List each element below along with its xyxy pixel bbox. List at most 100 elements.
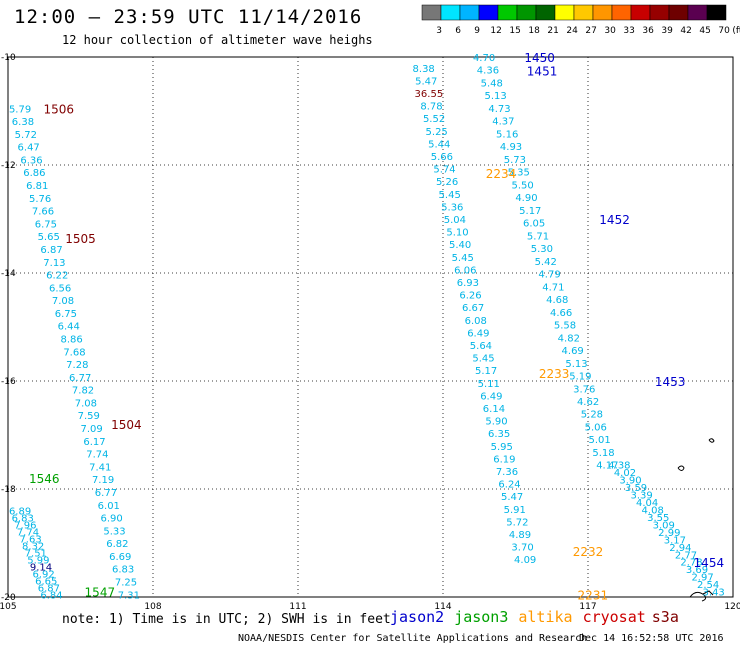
wave-height-value: 5.48 [481, 78, 503, 89]
wave-height-value: 4.37 [492, 117, 514, 128]
color-scale-label: 36 [642, 26, 654, 36]
x-tick-label: 117 [579, 602, 596, 612]
wave-height-value: 2.78 [680, 558, 702, 569]
wave-height-value: 7.96 [14, 521, 36, 532]
wave-height-value: 4.08 [642, 505, 664, 516]
plot-frame [7, 56, 734, 598]
y-tick-label: -10 [1, 53, 16, 63]
wave-height-value: 9.14 [30, 562, 52, 573]
wave-height-value: 5.64 [470, 341, 492, 352]
wave-height-value: 8.78 [420, 102, 442, 113]
wave-height-value: 6.93 [457, 278, 479, 289]
color-scale-label: 6 [455, 26, 461, 36]
satellite-legend-s3a: s3a [651, 608, 679, 626]
wave-height-value: 5.11 [478, 379, 500, 390]
wave-height-value: 5.47 [501, 492, 523, 503]
wave-height-value: 4.79 [538, 270, 560, 281]
pass-number-label: 2231 [578, 588, 609, 602]
wave-height-value: 5.45 [452, 253, 474, 264]
y-tick-label: -16 [1, 377, 16, 387]
pass-number-label: 2232 [573, 545, 604, 559]
wave-height-value: 6.86 [23, 168, 45, 179]
wave-height-value: 5.13 [565, 359, 587, 370]
wave-height-value: 4.17 [596, 461, 618, 472]
wave-height-value: 5.72 [15, 130, 37, 141]
pass-number-label: 1453 [655, 375, 686, 389]
wave-height-value: 3.55 [647, 513, 669, 524]
wave-height-value: 6.49 [480, 391, 502, 402]
satellite-legend-jason3: jason3 [454, 608, 509, 626]
credit-line: NOAA/NESDIS Center for Satellite Applica… [238, 633, 588, 644]
wave-height-value: 6.36 [20, 155, 42, 166]
wave-height-value: 5.10 [446, 228, 468, 239]
wave-height-value: 4.36 [477, 66, 499, 77]
coastline-outline [702, 590, 714, 596]
wave-height-value: 5.17 [519, 206, 541, 217]
wave-height-value: 7.09 [80, 424, 102, 435]
wave-height-value: 6.49 [467, 328, 489, 339]
wave-height-value: 5.71 [527, 231, 549, 242]
wave-height-value: 5.95 [491, 442, 513, 453]
wave-height-value: 5.66 [431, 152, 453, 163]
coastline-outline [708, 438, 715, 443]
pass-number-label: 1547 [85, 586, 116, 600]
wave-height-value: 6.24 [498, 480, 520, 491]
wave-height-value: 7.13 [43, 258, 65, 269]
wave-height-value: 4.71 [542, 282, 564, 293]
color-scale-label: 39 [661, 26, 673, 36]
wave-height-value: 3.70 [511, 543, 533, 554]
wave-height-value: 7.74 [17, 528, 39, 539]
wave-height-value: 3.59 [625, 483, 647, 494]
wave-height-value: 3.39 [630, 491, 652, 502]
wave-height-value: 4.09 [514, 555, 536, 566]
wave-height-value: 4.90 [515, 193, 537, 204]
pass-number-label: 1546 [29, 472, 60, 486]
color-scale-label: 3 [436, 26, 442, 36]
wave-height-value: 5.35 [508, 168, 530, 179]
wave-height-value: 6.01 [98, 501, 120, 512]
wave-height-value: 6.14 [483, 404, 505, 415]
color-scale-label: 30 [604, 26, 616, 36]
wave-height-value: 5.36 [441, 202, 463, 213]
wave-height-value: 5.50 [511, 180, 533, 191]
timestamp: Dec 14 16:52:58 UTC 2016 [579, 633, 724, 644]
wave-height-value: 5.04 [444, 215, 466, 226]
wave-height-value: 3.69 [686, 565, 708, 576]
wave-height-value: 5.25 [426, 127, 448, 138]
wave-height-value: 7.59 [78, 411, 100, 422]
wave-height-value: 5.76 [29, 194, 51, 205]
page-title: 12:00 – 23:59 UTC 11/14/2016 [14, 6, 363, 28]
wave-height-value: 6.69 [109, 552, 131, 563]
wave-height-value: 6.87 [38, 583, 60, 594]
wave-height-value: 6.83 [112, 565, 134, 576]
wave-height-value: 5.47 [415, 76, 437, 87]
wave-height-value: 5.91 [504, 505, 526, 516]
wave-height-value: 5.72 [506, 517, 528, 528]
wave-height-value: 7.41 [89, 462, 111, 473]
wave-height-value: 2.54 [697, 580, 719, 591]
wave-height-value: 5.17 [475, 366, 497, 377]
pass-number-label: 1454 [694, 556, 725, 570]
wave-height-value: 5.74 [433, 165, 455, 176]
wave-height-value: 4.93 [500, 142, 522, 153]
wave-height-value: 5.28 [581, 410, 603, 421]
wave-height-value: 8.38 [413, 64, 435, 75]
color-scale-label: 27 [585, 26, 596, 36]
page-subtitle: 12 hour collection of altimeter wave hei… [62, 33, 373, 47]
wave-height-value: 5.73 [504, 155, 526, 166]
satellite-legend-cryosat: cryosat [582, 608, 646, 626]
y-tick-label: -20 [1, 593, 16, 603]
wave-height-value: 5.45 [472, 354, 494, 365]
color-scale-label: 45 [699, 26, 710, 36]
wave-height-value: 4.68 [546, 295, 568, 306]
wave-height-value: 5.18 [592, 448, 614, 459]
color-scale-label: 15 [509, 26, 520, 36]
wave-height-value: 2.97 [691, 573, 713, 584]
wave-height-value: 6.08 [465, 316, 487, 327]
wave-height-value: 6.87 [40, 245, 62, 256]
wave-height-value: 6.47 [18, 143, 40, 154]
wave-height-value: 5.01 [588, 435, 610, 446]
wave-height-value: 5.19 [569, 372, 591, 383]
wave-height-value: 6.90 [101, 514, 123, 525]
